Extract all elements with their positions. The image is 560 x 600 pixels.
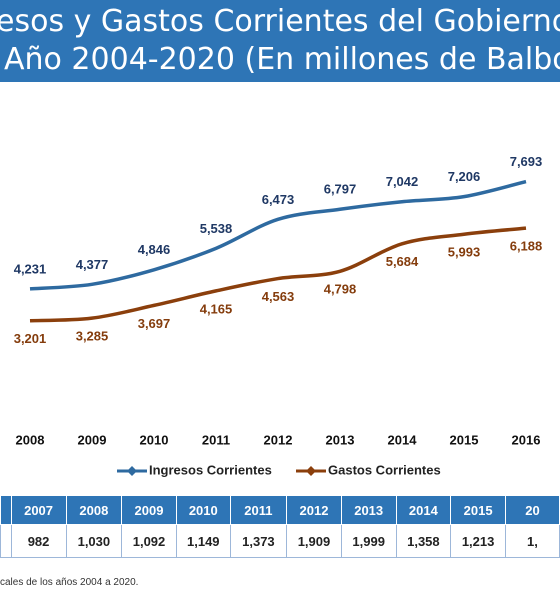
chart: 2008 2009 2010 2011 2012 2013 2014 2015 2016 4,23…: [14, 154, 543, 477]
data-label: 5,993: [448, 245, 481, 260]
data-label: 4,798: [324, 282, 357, 297]
table-cell: 2010: [175, 495, 231, 525]
table-cell: 1,999: [340, 524, 397, 558]
x-tick-label: 2012: [264, 432, 293, 447]
table-cell: 2013: [340, 495, 397, 525]
data-label: 4,846: [138, 242, 171, 257]
table-header-row: 2007 2008 2009 2010 2011 2012 2013 2014 2015 20: [0, 495, 560, 525]
title: esos y Gastos Corrientes del Gobierno Ce: [0, 4, 560, 39]
table-cell: [0, 524, 12, 558]
footnote: cales de los años 2004 a 2020.: [0, 577, 139, 588]
data-label: 6,797: [324, 182, 357, 197]
legend-label: Ingresos Corrientes: [149, 462, 272, 477]
table-cell: 1,373: [229, 524, 288, 558]
subtitle: Año 2004-2020 (En millones de Balboas): [4, 42, 560, 77]
series-line: [29, 226, 527, 323]
x-tick-label: 2010: [140, 432, 169, 447]
data-table: 2007 2008 2009 2010 2011 2012 2013 2014 2015 20 9…: [0, 495, 560, 558]
table-cell: 20: [504, 495, 560, 525]
x-tick-label: 2015: [450, 432, 479, 447]
data-label: 6,473: [262, 192, 295, 207]
data-label: 4,563: [262, 289, 295, 304]
table-cell: 1,030: [65, 524, 123, 558]
data-label: 3,201: [14, 331, 47, 346]
table-cell: 982: [10, 524, 67, 558]
table-cell: 1,358: [395, 524, 452, 558]
table-cell: 2008: [65, 495, 123, 525]
series-line: [29, 179, 527, 291]
data-label: 6,188: [510, 239, 543, 254]
table-cell: 1,213: [450, 524, 506, 558]
table-cell: 2015: [450, 495, 506, 525]
x-tick-label: 2011: [202, 432, 230, 447]
data-label: 7,206: [448, 169, 481, 184]
table-cell: 1,092: [121, 524, 177, 558]
data-label: 4,377: [76, 257, 109, 272]
data-label: 4,165: [200, 301, 233, 316]
data-label: 4,231: [14, 261, 47, 276]
x-tick-label: 2014: [388, 432, 418, 447]
data-label: 7,693: [510, 154, 543, 169]
table-cell: 1,149: [175, 524, 231, 558]
x-tick-label: 2016: [512, 432, 541, 447]
x-tick-label: 2008: [16, 432, 45, 447]
table-data-row: 982 1,030 1,092 1,149 1,373 1,909 1,999 1,358 1,…: [0, 524, 560, 558]
table-cell: 2014: [395, 495, 452, 525]
x-tick-label: 2009: [78, 432, 107, 447]
table-cell: 2012: [286, 495, 342, 525]
data-label: 5,684: [386, 254, 419, 269]
x-tick-label: 2013: [326, 432, 355, 447]
data-label: 3,285: [76, 329, 109, 344]
legend-label: Gastos Corrientes: [328, 462, 441, 477]
table-cell: [0, 495, 12, 525]
data-label: 5,538: [200, 221, 233, 236]
title-banner: esos y Gastos Corrientes del Gobierno Ce…: [0, 0, 560, 82]
table-cell: 2009: [121, 495, 177, 525]
legend-marker: [306, 466, 316, 476]
data-label: 7,042: [386, 174, 419, 189]
table-cell: 2007: [10, 495, 67, 525]
table-cell: 1,: [504, 524, 560, 558]
data-label: 3,697: [138, 316, 171, 331]
legend-marker: [127, 466, 137, 476]
table-cell: 2011: [229, 495, 288, 525]
table-cell: 1,909: [286, 524, 342, 558]
